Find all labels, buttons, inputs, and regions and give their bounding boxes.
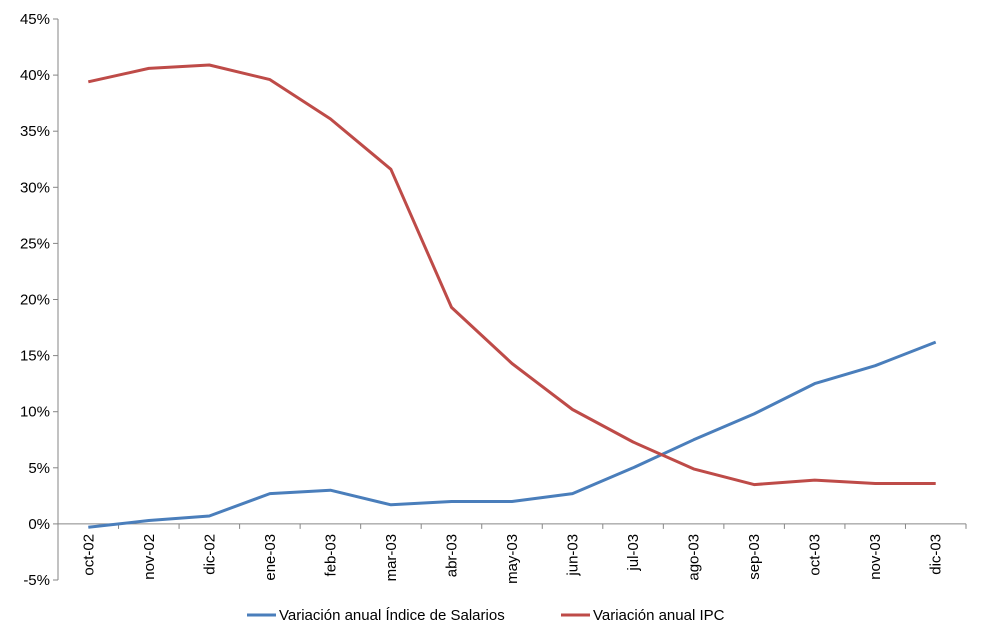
y-tick-label: 10%	[20, 404, 50, 421]
y-tick-label: 15%	[20, 348, 50, 365]
y-tick-label: -5%	[23, 572, 50, 589]
x-tick-label: nov-02	[141, 534, 158, 580]
x-tick-label: may-03	[504, 534, 521, 584]
x-tick-label: ene-03	[262, 534, 279, 581]
y-tick-label: 20%	[20, 292, 50, 309]
y-tick-label: 40%	[20, 67, 50, 84]
x-tick-label: dic-03	[928, 534, 945, 575]
y-axis: -5% 0% 5% 10% 15% 20% 25% 30% 35% 40% 45%	[20, 11, 59, 589]
y-tick-label: 35%	[20, 123, 50, 140]
x-tick-label: abr-03	[443, 534, 460, 577]
y-tick-label: 30%	[20, 179, 50, 196]
legend-label-0: Variación anual Índice de Salarios	[279, 607, 505, 624]
x-tick-label: nov-03	[867, 534, 884, 580]
legend-label-1: Variación anual IPC	[593, 607, 725, 624]
x-tick-label: mar-03	[383, 534, 400, 582]
x-tick-label: oct-02	[80, 534, 97, 576]
x-tick-label: dic-02	[201, 534, 218, 575]
y-tick-label: 0%	[28, 516, 50, 533]
x-tick-label: feb-03	[322, 534, 339, 577]
legend: Variación anual Índice de Salarios Variac…	[247, 607, 725, 624]
y-tick-label: 5%	[28, 460, 50, 477]
x-tick-label: oct-03	[807, 534, 824, 576]
y-tick-label: 45%	[20, 11, 50, 28]
x-tick-label: jul-03	[625, 534, 642, 572]
y-tick-label: 25%	[20, 235, 50, 252]
x-tick-label: ago-03	[686, 534, 703, 581]
series-layer	[87, 63, 937, 529]
x-tick-label: sep-03	[746, 534, 763, 580]
series-line-0	[88, 340, 937, 529]
x-axis: oct-02 nov-02 dic-02 ene-03 feb-03 mar-03 abr-…	[57, 523, 967, 584]
series-line-1	[87, 63, 936, 487]
x-tick-label: jun-03	[565, 534, 582, 577]
